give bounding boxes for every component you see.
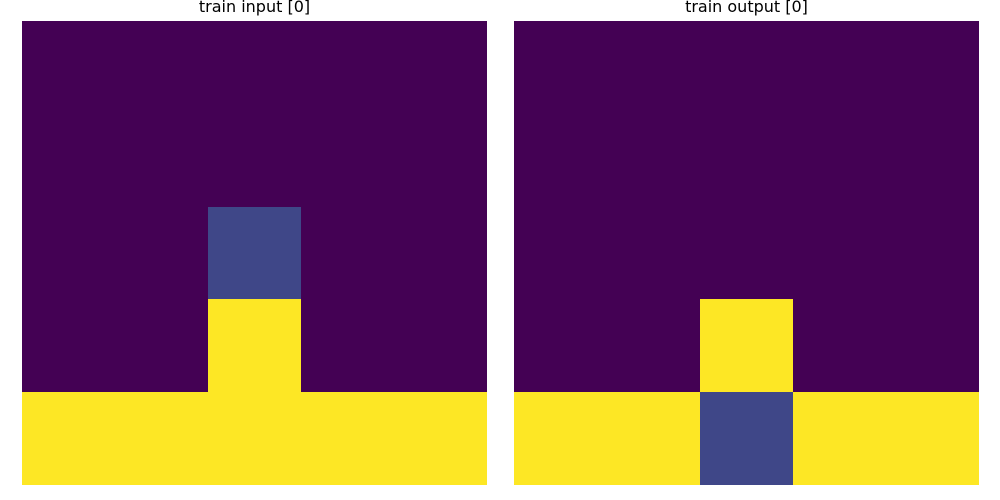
grid-cell bbox=[22, 392, 115, 485]
grid-cell bbox=[514, 206, 607, 300]
grid-cell bbox=[607, 113, 700, 207]
grid-cell bbox=[514, 21, 607, 114]
grid-cell bbox=[394, 392, 487, 485]
grid-cell bbox=[793, 113, 886, 207]
train-output-panel: train output [0] bbox=[514, 0, 979, 500]
grid-cell bbox=[115, 206, 208, 300]
grid-cell bbox=[208, 113, 301, 207]
train-input-grid bbox=[22, 21, 487, 485]
grid-cell bbox=[793, 206, 886, 300]
grid-cell bbox=[115, 299, 208, 393]
grid-cell bbox=[886, 206, 979, 300]
grid-cell bbox=[208, 206, 301, 300]
grid-cell bbox=[301, 21, 394, 114]
grid-cell bbox=[607, 21, 700, 114]
grid-cell bbox=[607, 206, 700, 300]
grid-cell bbox=[22, 206, 115, 300]
grid-cell bbox=[514, 392, 607, 485]
grid-cell bbox=[394, 21, 487, 114]
grid-cell bbox=[700, 392, 793, 485]
grid-cell bbox=[208, 299, 301, 393]
grid-cell bbox=[700, 21, 793, 114]
train-input-title: train input [0] bbox=[198, 0, 311, 16]
grid-cell bbox=[22, 113, 115, 207]
train-output-title: train output [0] bbox=[685, 0, 808, 16]
grid-cell bbox=[301, 392, 394, 485]
grid-cell bbox=[607, 392, 700, 485]
grid-cell bbox=[700, 113, 793, 207]
grid-cell bbox=[793, 392, 886, 485]
grid-cell bbox=[301, 299, 394, 393]
grid-cell bbox=[115, 392, 208, 485]
grid-cell bbox=[886, 299, 979, 393]
grid-cell bbox=[793, 21, 886, 114]
grid-cell bbox=[22, 299, 115, 393]
grid-cell bbox=[886, 21, 979, 114]
grid-cell bbox=[514, 299, 607, 393]
grid-cell bbox=[793, 299, 886, 393]
grid-cell bbox=[394, 299, 487, 393]
grid-cell bbox=[700, 299, 793, 393]
grid-cell bbox=[115, 113, 208, 207]
grid-cell bbox=[607, 299, 700, 393]
train-input-panel: train input [0] bbox=[22, 0, 487, 500]
grid-cell bbox=[886, 392, 979, 485]
grid-cell bbox=[301, 113, 394, 207]
grid-cell bbox=[208, 392, 301, 485]
train-output-grid bbox=[514, 21, 979, 485]
grid-cell bbox=[301, 206, 394, 300]
grid-cell bbox=[394, 113, 487, 207]
grid-cell bbox=[208, 21, 301, 114]
grid-cell bbox=[514, 113, 607, 207]
grid-cell bbox=[886, 113, 979, 207]
grid-cell bbox=[700, 206, 793, 300]
grid-cell bbox=[394, 206, 487, 300]
grid-cell bbox=[22, 21, 115, 114]
grid-cell bbox=[115, 21, 208, 114]
